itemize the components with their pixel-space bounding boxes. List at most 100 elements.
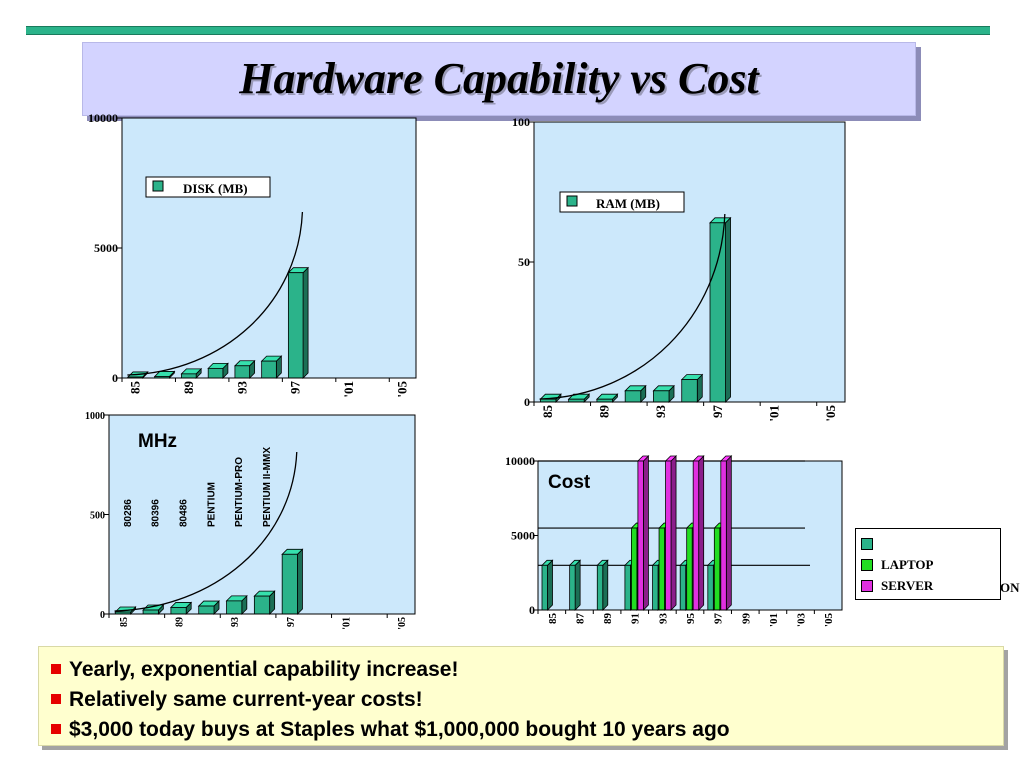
x-tick-label: '05 (397, 617, 408, 630)
bar (658, 527, 665, 611)
bar-side (643, 455, 649, 611)
bar (541, 564, 548, 611)
x-tick-label: 95 (685, 613, 697, 625)
x-tick-label: 89 (175, 617, 186, 627)
x-tick-label: 93 (234, 381, 249, 395)
bullet-square-icon (51, 694, 61, 704)
y-tick-label: 0 (524, 395, 530, 409)
top-rule (26, 26, 990, 35)
x-tick-label: 89 (597, 405, 612, 419)
legend-box (145, 176, 271, 198)
cost-legend: LAPTOP SERVER (855, 528, 1001, 600)
bar-side (547, 559, 553, 611)
y-tick-label: 0 (112, 371, 118, 385)
chart-title: Cost (548, 472, 591, 493)
legend-swatch (152, 180, 164, 192)
plot-area (108, 414, 416, 615)
legend-label: DISK (MB) (183, 181, 248, 196)
x-tick-label: '01 (341, 381, 356, 398)
y-tick-label: 10000 (505, 454, 535, 468)
cpu-annotation: 80486 (179, 499, 190, 527)
cpu-annotation: 80396 (151, 499, 162, 527)
y-tick-label: 0 (100, 610, 105, 621)
x-tick-label: 89 (602, 613, 614, 625)
x-tick-label: 99 (740, 613, 752, 625)
bullet-text: Relatively same current-year costs! (69, 688, 423, 711)
legend-label: RAM (MB) (596, 196, 660, 211)
x-tick-label: 91 (630, 613, 642, 624)
x-tick-label: '01 (766, 405, 781, 422)
legend-swatch (566, 195, 578, 207)
x-tick-label: '01 (341, 617, 352, 630)
cpu-annotation: PENTIUM II-MMX (262, 447, 273, 527)
x-tick-label: '05 (823, 613, 835, 628)
bar (631, 527, 638, 611)
bullet-item: Relatively same current-year costs! (51, 685, 1003, 715)
legend-fragment: ON (1000, 580, 1020, 595)
bar (707, 564, 714, 611)
bar (713, 527, 721, 611)
bar (652, 564, 659, 611)
legend-box (559, 191, 685, 213)
y-tick-label: 500 (90, 511, 105, 522)
bullet-square-icon (51, 664, 61, 674)
bar-side (670, 455, 677, 611)
bullet-square-icon (51, 724, 61, 734)
x-tick-label: 85 (540, 405, 555, 419)
y-tick-label: 50 (518, 255, 530, 269)
bar-side (602, 559, 609, 611)
x-tick-label: '03 (796, 613, 808, 628)
slide-title: Hardware Capability vs Cost (239, 54, 759, 103)
trend-curve (114, 451, 298, 612)
x-tick-label: 85 (119, 617, 130, 627)
cpu-annotation: PENTIUM (206, 482, 217, 527)
x-tick-label: '05 (823, 405, 838, 422)
x-tick-label: 97 (286, 617, 297, 627)
x-tick-label: 97 (713, 613, 725, 625)
cpu-annotation: PENTIUM-PRO (234, 457, 245, 527)
bullet-item: $3,000 today buys at Staples what $1,000… (51, 715, 1003, 745)
plot-area (533, 121, 846, 403)
x-tick-label: 97 (710, 405, 725, 419)
x-tick-label: 93 (653, 405, 668, 419)
bar (692, 460, 700, 611)
bar (720, 460, 727, 611)
bar (569, 564, 576, 611)
x-tick-label: 93 (657, 613, 669, 625)
y-tick-label: 0 (529, 603, 535, 617)
bar (624, 564, 631, 611)
bullet-item: Yearly, exponential capability increase! (51, 655, 1003, 685)
legend-swatch (861, 538, 873, 550)
x-tick-label: 97 (288, 381, 303, 395)
bullet-text: Yearly, exponential capability increase! (69, 658, 459, 681)
bar (679, 564, 687, 611)
x-tick-label: 87 (574, 613, 586, 625)
y-tick-label: 5000 (94, 241, 118, 255)
y-tick-label: 5000 (511, 529, 535, 543)
x-tick-label: 93 (230, 617, 241, 627)
bar (686, 527, 693, 611)
cpu-annotation: 80286 (123, 499, 134, 527)
legend-label: LAPTOP (881, 557, 934, 572)
x-tick-label: 85 (547, 613, 559, 625)
trend-curve (127, 211, 304, 376)
x-tick-label: '01 (768, 613, 780, 627)
bar-side (698, 455, 705, 611)
x-tick-label: 89 (181, 381, 196, 395)
x-tick-label: 85 (127, 381, 142, 395)
legend-label: SERVER (881, 578, 934, 593)
title-box: Hardware Capability vs Cost (82, 42, 916, 116)
bar-side (574, 559, 581, 611)
legend-swatch (861, 559, 873, 571)
trend-curve (539, 213, 726, 400)
y-tick-label: 10000 (88, 111, 118, 125)
bar (596, 564, 604, 611)
bullet-text: $3,000 today buys at Staples what $1,000… (69, 718, 730, 741)
legend-swatch (861, 580, 873, 592)
x-tick-label: '05 (395, 381, 410, 398)
y-tick-label: 100 (512, 115, 530, 129)
chart-title: MHz (138, 431, 177, 452)
